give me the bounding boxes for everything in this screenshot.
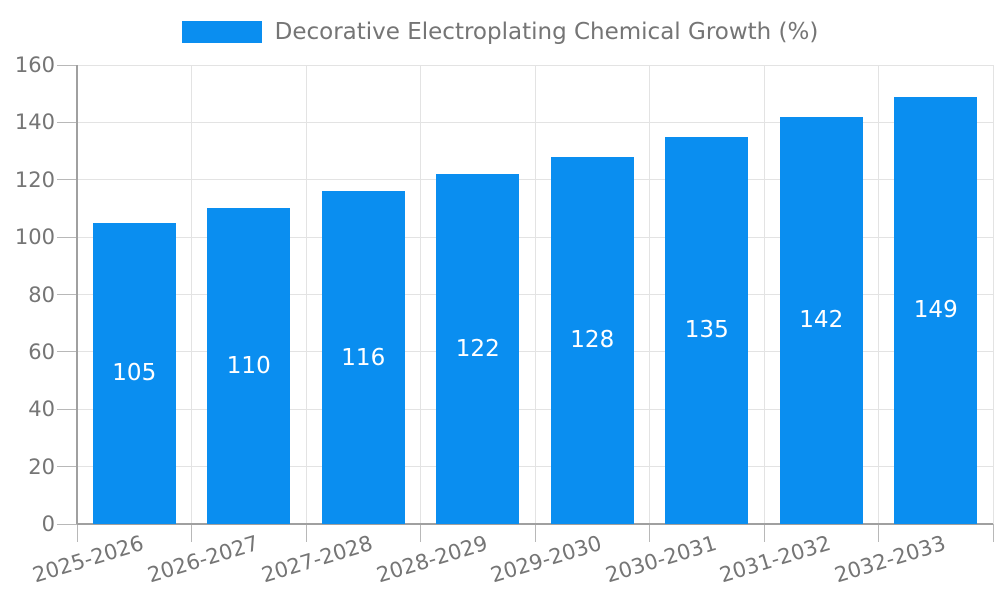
x-gridline	[420, 65, 421, 524]
bar[interactable]	[321, 191, 405, 524]
bar-value-label: 142	[799, 307, 844, 334]
y-tick	[57, 466, 77, 468]
y-tick	[57, 236, 77, 238]
x-tick	[992, 524, 994, 542]
y-tick-label: 40	[28, 397, 55, 422]
chart-legend: Decorative Electroplating Chemical Growt…	[0, 18, 1000, 46]
x-tick	[878, 524, 879, 542]
y-tick-label: 20	[28, 454, 55, 479]
x-gridline	[992, 65, 994, 524]
bar[interactable]	[779, 116, 863, 524]
x-tick	[191, 524, 192, 542]
bar[interactable]	[550, 156, 634, 524]
x-gridline	[878, 65, 879, 524]
bar[interactable]	[207, 208, 291, 524]
x-tick	[76, 524, 78, 542]
bar-value-label: 110	[226, 353, 271, 380]
x-gridline	[649, 65, 650, 524]
x-tick	[649, 524, 650, 542]
x-gridline	[305, 65, 307, 524]
y-tick-label: 120	[14, 167, 55, 192]
bar-value-label: 135	[684, 317, 729, 344]
bar[interactable]	[894, 96, 978, 524]
bar-value-label: 116	[341, 344, 386, 371]
x-gridline	[191, 65, 192, 524]
y-tick	[57, 121, 77, 123]
bar-value-label: 149	[913, 297, 958, 324]
y-tick-label: 60	[28, 339, 55, 364]
bar[interactable]	[665, 136, 749, 524]
bar-value-label: 122	[455, 336, 500, 362]
y-tick-label: 80	[28, 282, 55, 307]
bar-value-label: 105	[112, 360, 157, 387]
x-tick	[763, 524, 765, 542]
y-tick	[57, 64, 77, 66]
y-tick-label: 100	[14, 225, 55, 250]
x-tick	[305, 524, 307, 542]
x-gridline	[763, 65, 765, 524]
y-tick-label: 160	[14, 53, 55, 77]
bar[interactable]	[92, 222, 176, 524]
y-tick	[57, 179, 77, 181]
legend-swatch[interactable]	[181, 21, 262, 43]
y-tick-label: 0	[41, 512, 55, 536]
x-tick	[420, 524, 421, 542]
y-axis-line	[76, 65, 78, 524]
y-tick	[57, 351, 77, 353]
bar[interactable]	[436, 174, 520, 524]
y-tick-label: 140	[14, 110, 55, 135]
x-axis-line	[77, 523, 993, 525]
legend-label: Decorative Electroplating Chemical Growt…	[274, 19, 819, 45]
y-tick	[57, 523, 77, 525]
x-gridline	[534, 65, 536, 524]
y-tick	[57, 294, 77, 295]
x-tick	[534, 524, 536, 542]
bar-value-label: 128	[570, 327, 615, 354]
y-tick	[57, 408, 77, 410]
